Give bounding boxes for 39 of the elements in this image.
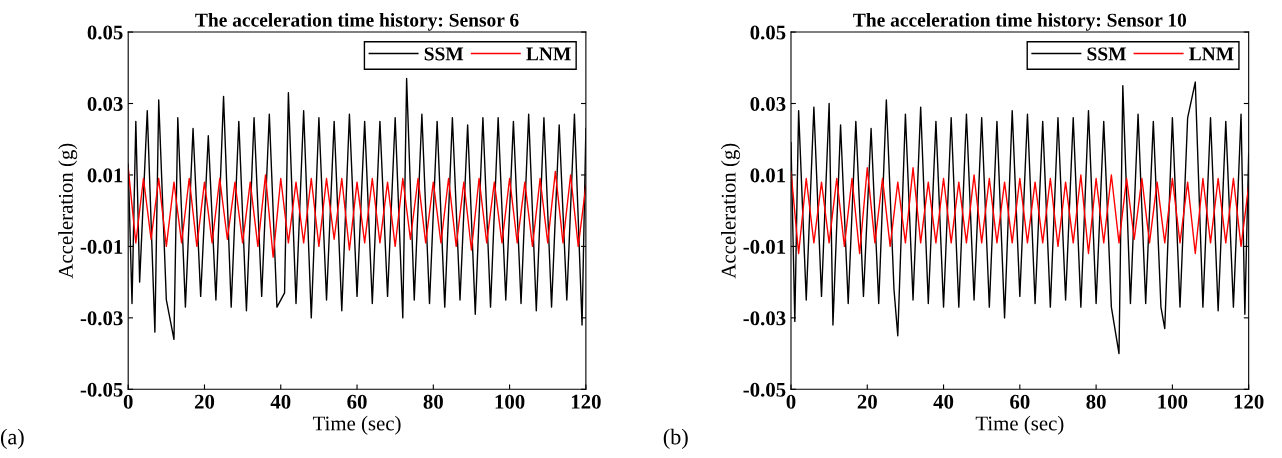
y-tick-label: 0.03: [87, 96, 123, 112]
x-tick-label: 100: [1158, 394, 1188, 409]
chart-title: The acceleration time history: Sensor 6: [195, 13, 519, 31]
text: (a): [0, 428, 24, 449]
legend-label: SSM: [424, 47, 464, 61]
x-tick-label: 120: [571, 394, 601, 409]
text: (b): [663, 428, 688, 449]
y-tick-label: 0.01: [750, 168, 786, 183]
x-tick-label: 40: [933, 394, 954, 409]
y-tick-label: 0.05: [750, 25, 786, 40]
x-tick-label: 0: [786, 394, 796, 409]
x-tick-label: 80: [423, 394, 443, 409]
x-axis-title: Time (sec): [312, 415, 401, 435]
x-tick-label: 20: [194, 394, 215, 409]
x-tick-label: 0: [123, 394, 133, 409]
y-tick-label: -0.01: [743, 239, 786, 254]
y-tick-label: -0.05: [80, 382, 123, 397]
chart-title: The acceleration time history: Sensor 10: [853, 13, 1187, 31]
legend-label: LNM: [1189, 47, 1234, 61]
x-tick-label: 80: [1086, 394, 1106, 409]
x-tick-label: 40: [270, 394, 291, 409]
y-tick-label: -0.03: [80, 311, 123, 326]
x-tick-label: 60: [1010, 394, 1030, 409]
y-tick-label: 0.05: [87, 25, 123, 40]
line-series: [790, 167, 1249, 255]
legend-label: SSM: [1087, 47, 1126, 61]
y-tick-label: 0.03: [750, 96, 786, 112]
y-tick-label: 0.01: [87, 168, 123, 183]
y-tick-label: -0.03: [743, 311, 786, 326]
y-tick-label: -0.05: [743, 382, 786, 397]
y-axis-title: Acceleration (g): [721, 143, 740, 279]
legend-label: LNM: [526, 47, 571, 61]
x-tick-label: 60: [347, 394, 367, 409]
y-tick-label: -0.01: [80, 239, 123, 254]
x-axis-title: Time (sec): [975, 415, 1064, 435]
x-tick-label: 20: [857, 394, 877, 409]
x-tick-label: 100: [495, 394, 525, 409]
y-axis-title: Acceleration (g): [58, 143, 78, 279]
x-tick-label: 120: [1234, 394, 1264, 409]
